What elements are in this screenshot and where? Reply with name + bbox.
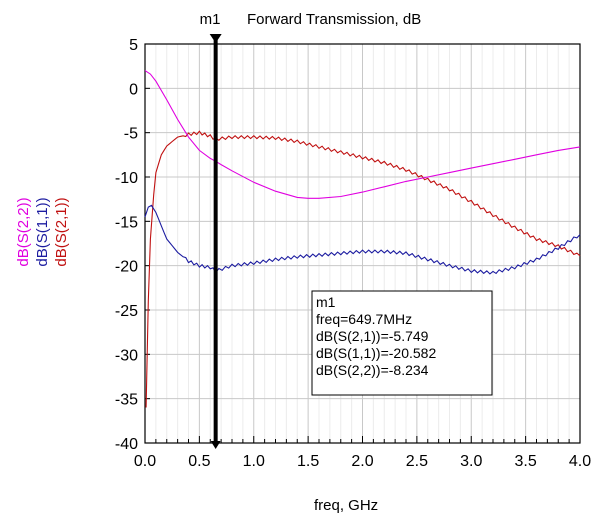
y-tick-label: 0	[129, 81, 138, 98]
marker-readout: m1freq=649.7MHzdB(S(2,1))=-5.749dB(S(1,1…	[311, 290, 493, 396]
y-axis-label: dB(S(1,1))	[34, 197, 51, 266]
x-axis-label: freq, GHz	[314, 497, 378, 514]
y-tick-label: -5	[124, 126, 138, 143]
y-tick-label: -30	[115, 347, 138, 364]
x-tick-label: 0.0	[134, 453, 156, 470]
marker-bottom-arrow	[210, 441, 221, 449]
readout-line: m1	[316, 294, 336, 310]
readout-line: dB(S(2,1))=-5.749	[316, 328, 429, 344]
y-tick-label: 5	[129, 37, 138, 54]
y-axis-labels: dB(S(2,2)) dB(S(1,1)) dB(S(2,1))	[15, 197, 70, 266]
marker-top-arrow	[209, 34, 222, 43]
readout-line: freq=649.7MHz	[316, 311, 412, 327]
series-line-2	[144, 70, 581, 199]
marker-label: m1	[200, 11, 221, 28]
x-tick-label: 2.5	[406, 453, 428, 470]
readout-box	[311, 290, 493, 396]
series-line-1	[144, 204, 581, 275]
y-axis-label: dB(S(2,2))	[15, 197, 32, 266]
x-tick-label: 3.0	[460, 453, 482, 470]
x-tick-label: 3.5	[515, 453, 537, 470]
y-tick-label: -10	[115, 170, 138, 187]
chart-title: Forward Transmission, dB	[247, 11, 421, 28]
x-tick-label: 1.0	[243, 453, 265, 470]
x-tick-label: 0.5	[188, 453, 210, 470]
series-lines	[144, 70, 581, 408]
readout-line: dB(S(1,1))=-20.582	[316, 345, 436, 361]
x-tick-label: 2.0	[351, 453, 373, 470]
series-line-0	[145, 130, 581, 408]
y-tick-label: -25	[115, 303, 138, 320]
marker-m1[interactable]: m1	[200, 11, 222, 449]
readout-line: dB(S(2,2))=-8.234	[316, 362, 429, 378]
y-tick-label: -15	[115, 214, 138, 231]
y-tick-label: -35	[115, 392, 138, 409]
y-axis-label: dB(S(2,1))	[53, 197, 70, 266]
y-tick-label: -20	[115, 259, 138, 276]
y-tick-label: -40	[115, 436, 138, 453]
axis-ticks: 0.0 0.5 1.0 1.5 2.0 2.5 3.0 3.5 4.0 5 0 -5 -10 -15 -20…	[115, 37, 591, 470]
x-tick-label: 4.0	[569, 453, 591, 470]
x-tick-label: 1.5	[297, 453, 319, 470]
